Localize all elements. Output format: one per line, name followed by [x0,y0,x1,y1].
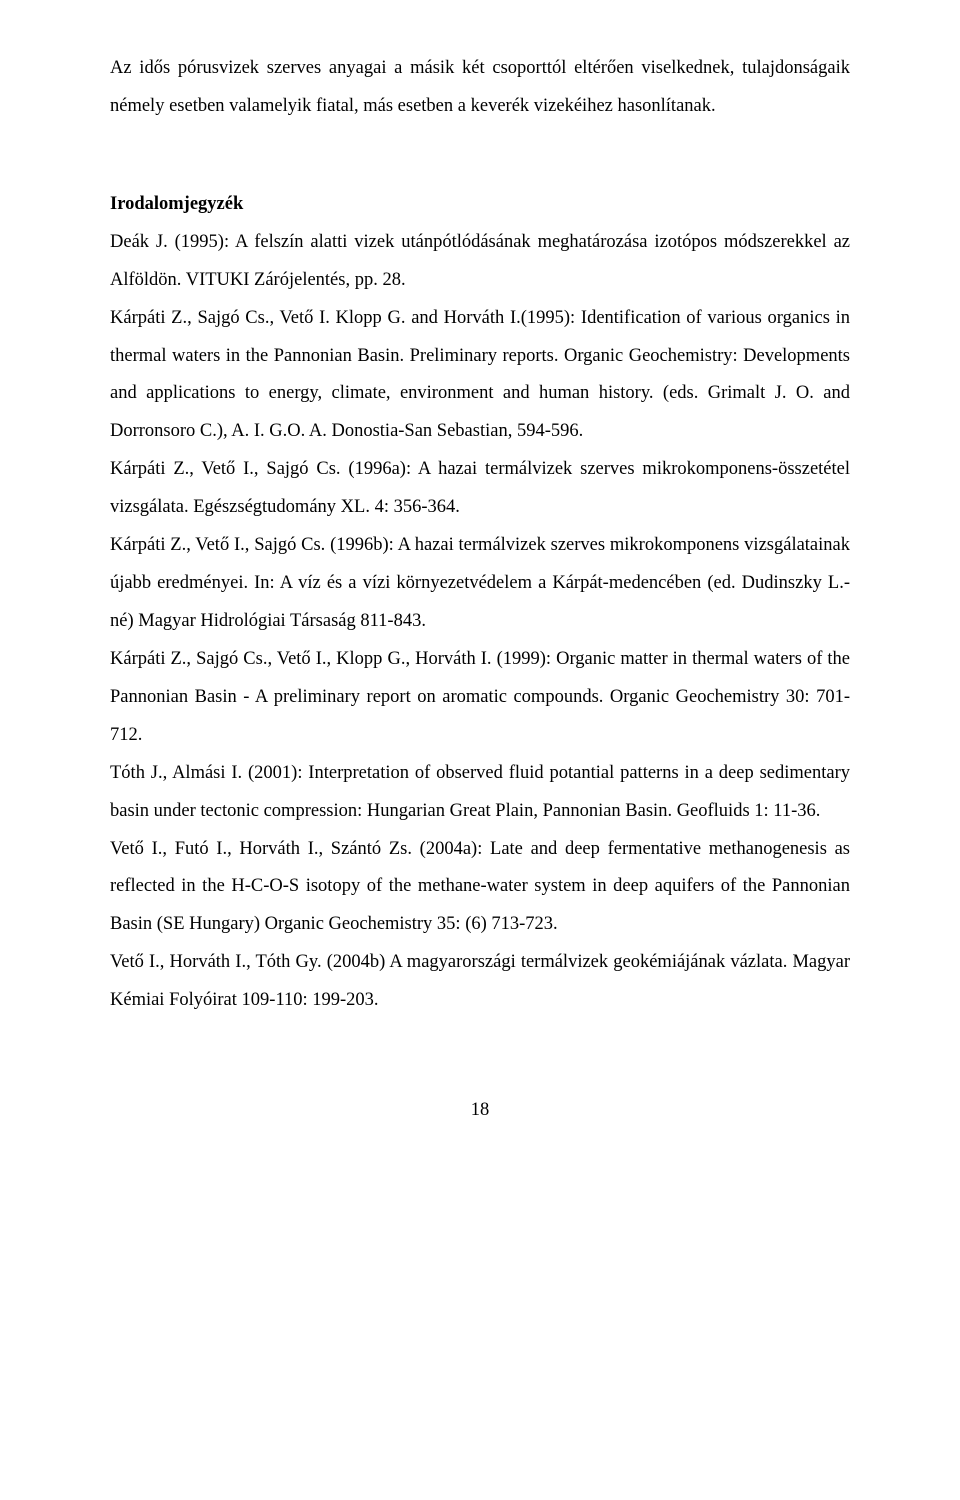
reference-entry: Tóth J., Almási I. (2001): Interpretatio… [110,755,850,831]
reference-entry: Vető I., Futó I., Horváth I., Szántó Zs.… [110,831,850,945]
reference-entry: Kárpáti Z., Sajgó Cs., Vető I., Klopp G.… [110,641,850,755]
page-number: 18 [110,1100,850,1121]
reference-entry: Vető I., Horváth I., Tóth Gy. (2004b) A … [110,944,850,1020]
reference-entry: Kárpáti Z., Vető I., Sajgó Cs. (1996b): … [110,527,850,641]
reference-entry: Kárpáti Z., Vető I., Sajgó Cs. (1996a): … [110,451,850,527]
reference-entry: Deák J. (1995): A felszín alatti vizek u… [110,224,850,300]
bibliography-heading: Irodalomjegyzék [110,186,850,224]
reference-entry: Kárpáti Z., Sajgó Cs., Vető I. Klopp G. … [110,300,850,452]
intro-paragraph: Az idős pórusvizek szerves anyagai a más… [110,50,850,126]
